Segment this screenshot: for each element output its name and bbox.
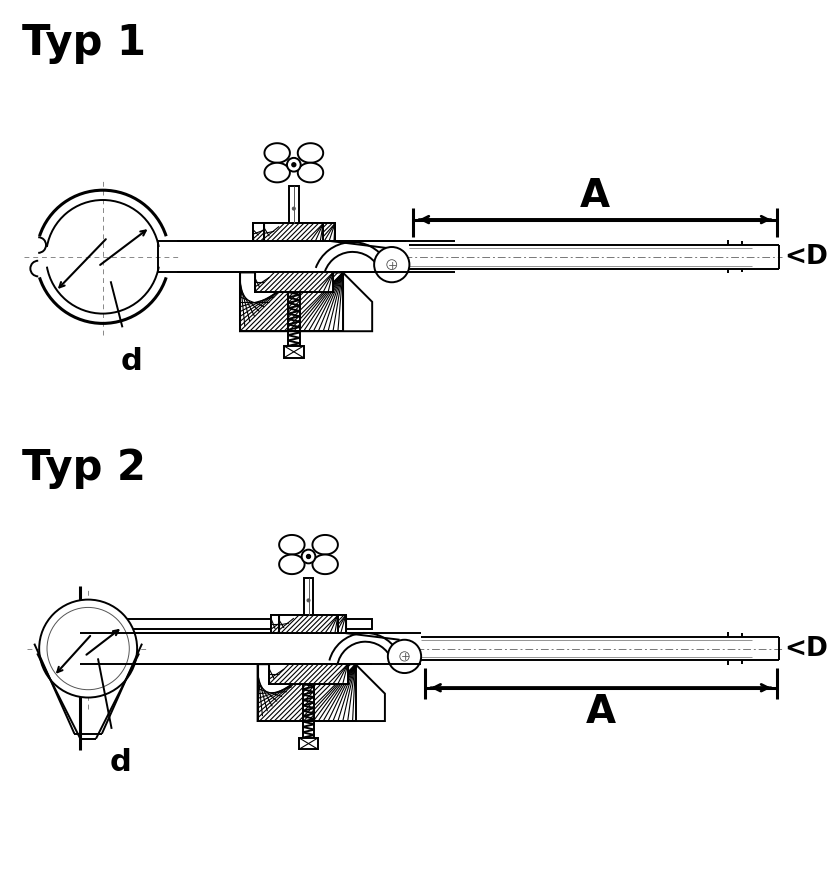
Polygon shape [312,535,338,555]
Bar [299,738,318,750]
Bar [257,664,356,721]
Circle shape [307,598,310,602]
Circle shape [47,607,129,690]
Text: A: A [586,693,616,731]
Bar [264,223,323,242]
Circle shape [387,260,397,270]
Text: +: + [401,653,410,662]
Text: d: d [121,346,142,376]
Polygon shape [297,144,323,163]
Circle shape [400,652,409,661]
Circle shape [287,158,301,172]
Polygon shape [297,163,323,182]
Polygon shape [264,144,290,163]
Circle shape [307,555,311,558]
Text: Typ 1: Typ 1 [22,22,146,64]
Polygon shape [279,535,305,555]
Circle shape [292,163,296,167]
Text: +: + [388,261,397,270]
Text: A: A [580,177,610,214]
Circle shape [39,599,137,697]
Bar [252,223,335,242]
Bar [284,346,303,358]
Bar [289,186,299,223]
Bar [240,272,343,332]
Bar [255,272,333,292]
Circle shape [292,207,295,210]
Text: <D: <D [785,244,828,270]
Polygon shape [312,555,338,574]
Bar [279,615,338,633]
Bar [264,223,323,242]
Polygon shape [279,555,305,574]
Circle shape [302,550,316,564]
Bar [255,272,333,292]
Bar [279,615,338,633]
Text: d: d [110,748,132,778]
Bar [80,620,372,629]
Bar [269,664,347,684]
Text: <D: <D [785,635,828,662]
Bar [269,664,347,684]
Text: Typ 2: Typ 2 [22,447,146,489]
Circle shape [388,640,421,673]
Polygon shape [264,163,290,182]
Bar [303,578,313,615]
Bar [272,615,346,633]
Bar [252,223,335,242]
Bar [272,615,346,633]
Circle shape [374,247,409,283]
